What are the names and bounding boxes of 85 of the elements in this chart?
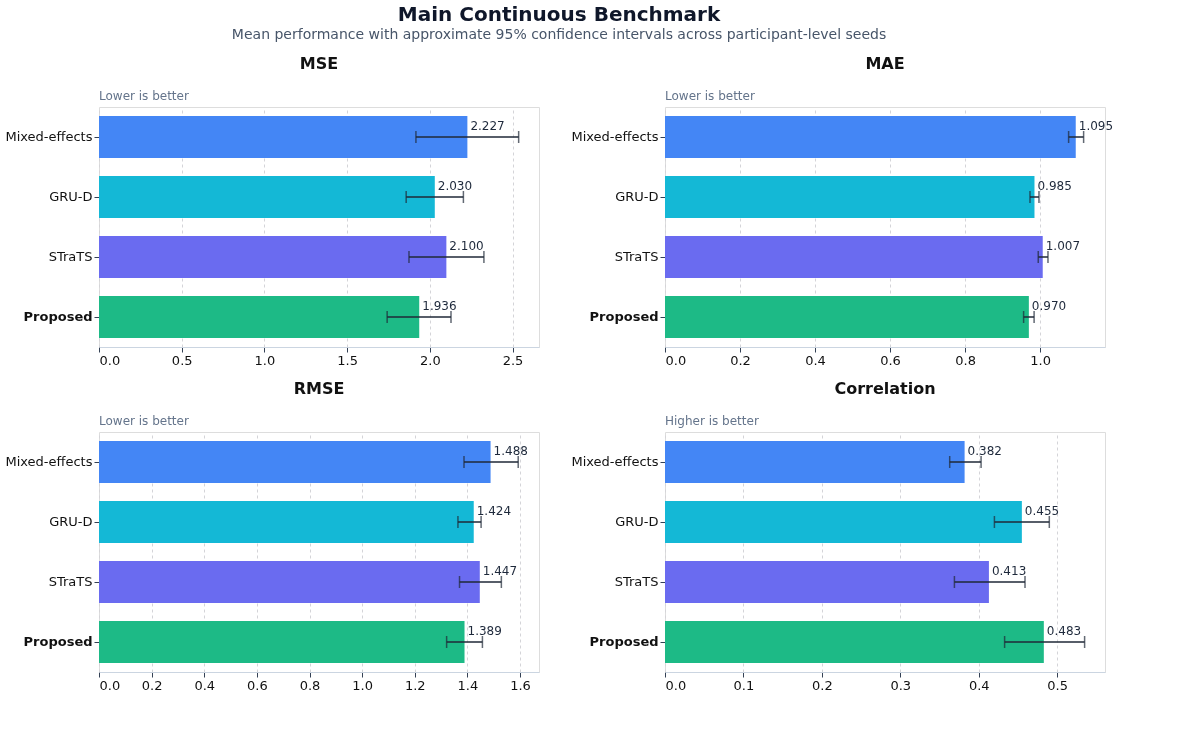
bar [99,176,435,218]
x-tick-label: 0.6 [247,677,268,693]
chart-subtitle: Lower is better [665,89,755,103]
x-tick-label: 0.4 [805,352,826,368]
bar [665,236,1043,278]
data-label: 0.382 [967,444,1002,458]
data-label: 0.413 [991,564,1027,578]
bar [99,116,468,158]
x-tick-label: 0.3 [890,677,912,693]
x-tick-label: 0.8 [299,677,321,693]
y-tick-label: Mixed-effects [571,129,659,144]
x-tick-label: 1.0 [254,352,276,368]
chart-subtitle: Higher is better [665,414,759,428]
x-tick-label: 0.0 [99,677,121,693]
x-tick-label: 0.6 [880,352,901,368]
data-label: 2.030 [437,179,473,193]
y-tick-label: GRU-D [49,189,93,204]
y-tick-label: Mixed-effects [5,129,93,144]
x-tick-label: 2.5 [502,352,524,368]
bar [99,501,474,543]
bar [665,116,1076,158]
y-tick-label: STraTS [48,574,93,589]
data-label: 1.936 [422,299,457,313]
y-tick-label: GRU-D [615,514,659,529]
data-label: 0.455 [1024,504,1060,518]
bar [99,561,480,603]
bar [99,236,447,278]
bar [665,176,1035,218]
x-tick-label: 0.4 [194,677,216,693]
chart-title: MSE [299,54,339,73]
bar [665,561,989,603]
x-tick-label: 0.2 [141,677,163,693]
data-label: 1.424 [476,504,512,518]
x-tick-label: 0.5 [1047,677,1068,693]
data-label: 0.985 [1037,179,1072,193]
y-tick-label: GRU-D [615,189,659,204]
y-tick-label: Proposed [23,309,93,324]
bar [99,296,420,338]
x-tick-label: 0.4 [968,677,990,693]
x-tick-label: 0.0 [665,677,687,693]
bar [99,441,491,483]
data-label: 1.488 [493,444,528,458]
data-label: 1.447 [482,564,518,578]
x-tick-label: 1.0 [352,677,373,693]
y-tick-label: Proposed [589,634,659,649]
x-tick-label: 0.0 [99,352,121,368]
x-tick-label: 1.5 [337,352,358,368]
x-tick-label: 0.1 [733,677,755,693]
bar [665,296,1029,338]
data-label: 1.007 [1045,239,1081,253]
data-label: 2.227 [470,119,505,133]
data-label: 0.483 [1046,624,1082,638]
data-label: 1.095 [1078,119,1114,133]
text: Main Continuous Benchmark [397,1,721,26]
y-tick-label: STraTS [614,249,659,264]
y-tick-label: STraTS [614,574,659,589]
text: Mean performance with approximate 95% confidence intervals across participant-level seeds [231,25,887,42]
bar [99,621,465,663]
x-tick-label: 1.4 [457,677,479,693]
y-tick-label: STraTS [48,249,93,264]
data-label: 2.100 [449,239,484,253]
chart-title: RMSE [293,379,345,398]
y-tick-label: Proposed [589,309,659,324]
chart-title: Correlation [834,379,936,398]
x-tick-label: 0.2 [812,677,833,693]
bar [665,501,1022,543]
y-tick-label: Mixed-effects [571,454,659,469]
bar [665,441,965,483]
x-tick-label: 0.0 [665,352,687,368]
x-tick-label: 1.6 [510,677,531,693]
y-tick-label: Proposed [23,634,93,649]
chart-subtitle: Lower is better [99,414,189,428]
data-label: 1.389 [467,624,502,638]
chart-subtitle: Lower is better [99,89,189,103]
x-tick-label: 2.0 [419,352,441,368]
x-tick-label: 1.0 [1030,352,1051,368]
chart-title: MAE [865,54,905,73]
x-tick-label: 1.2 [404,677,426,693]
x-tick-label: 0.5 [171,352,193,368]
y-tick-label: GRU-D [49,514,93,529]
data-label: 0.970 [1031,299,1067,313]
bar [665,621,1044,663]
y-tick-label: Mixed-effects [5,454,93,469]
x-tick-label: 0.8 [955,352,976,368]
x-tick-label: 0.2 [730,352,751,368]
